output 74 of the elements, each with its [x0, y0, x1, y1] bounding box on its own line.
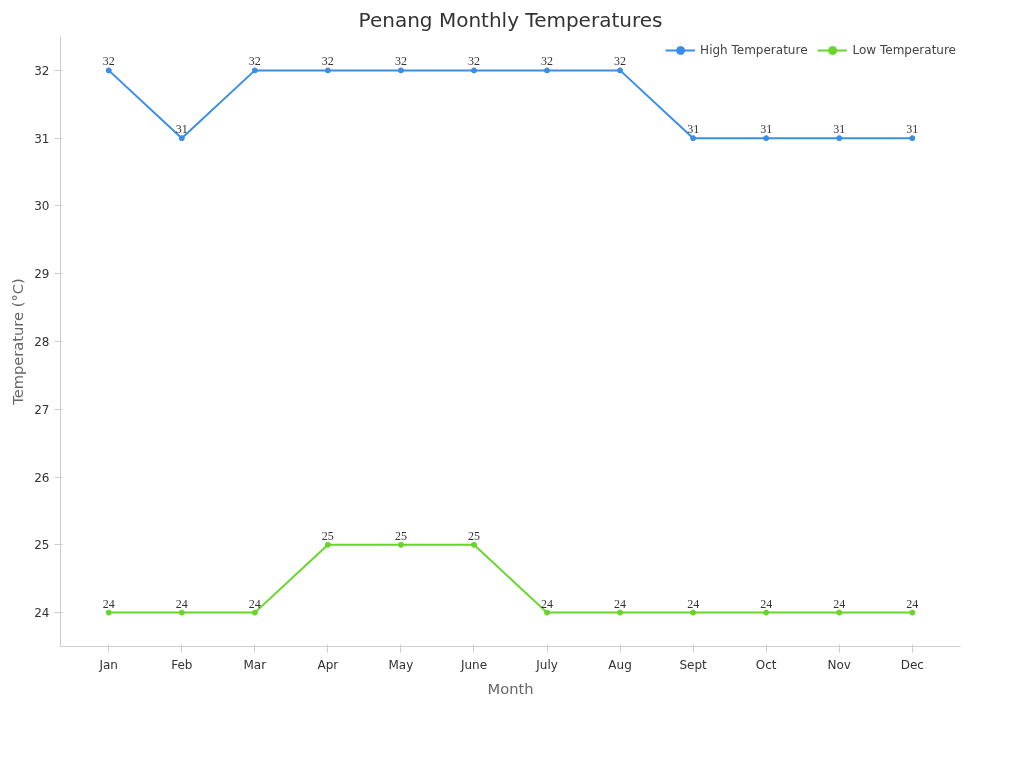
x-tick-label: Nov	[827, 657, 851, 672]
x-axis-title: Month	[487, 679, 534, 697]
data-label: 32	[541, 54, 554, 69]
legend-label: Low Temperature	[852, 43, 956, 57]
point	[178, 609, 185, 616]
data-label: 32	[248, 54, 261, 69]
point	[470, 67, 477, 74]
data-label: 24	[541, 596, 554, 611]
y-tick-label: 30	[34, 199, 50, 214]
point	[690, 135, 697, 142]
data-label: 24	[906, 596, 919, 611]
x-tick-label: Dec	[900, 657, 924, 672]
point	[397, 541, 404, 548]
y-tick-label: 24	[34, 606, 50, 621]
point	[544, 67, 551, 74]
point	[105, 609, 112, 616]
point	[251, 67, 258, 74]
y-tick-label: 29	[34, 267, 50, 282]
data-label: 32	[394, 54, 407, 69]
point	[617, 67, 624, 74]
point	[909, 609, 916, 616]
point	[836, 609, 843, 616]
data-label: 25	[467, 528, 480, 543]
x-tick-label: Apr	[317, 657, 339, 672]
y-axis-title: Temperature (°C)	[9, 278, 27, 406]
data-label: 24	[760, 596, 773, 611]
data-label: 32	[467, 54, 480, 69]
y-tick-label: 31	[34, 131, 50, 146]
y-tick-label: 28	[34, 335, 50, 349]
y-tick-label: 25	[34, 538, 50, 553]
point	[251, 609, 258, 616]
x-tick-label: May	[388, 657, 414, 672]
point	[324, 67, 331, 74]
x-tick-label: Jan	[98, 657, 118, 672]
data-label: 24	[833, 596, 846, 611]
point	[544, 609, 551, 616]
point	[836, 135, 843, 142]
data-label: 32	[102, 54, 115, 69]
point	[397, 67, 404, 74]
data-label: 31	[687, 122, 700, 137]
x-tick-label: Aug	[608, 657, 632, 672]
data-label: 25	[321, 528, 334, 543]
x-tick-label: June	[459, 657, 488, 672]
x-tick-label: Oct	[755, 657, 777, 672]
chart-title: Penang Monthly Temperatures	[358, 7, 663, 32]
point	[470, 541, 477, 548]
data-label: 25	[394, 528, 407, 543]
x-tick-label: Feb	[171, 657, 193, 672]
data-label: 24	[175, 596, 188, 611]
legend-label: High Temperature	[700, 43, 808, 57]
data-label: 32	[614, 54, 627, 69]
x-tick-label: Mar	[243, 657, 267, 672]
point	[178, 135, 185, 142]
point	[909, 135, 916, 142]
data-label: 32	[321, 54, 334, 69]
y-tick-label: 32	[34, 63, 50, 78]
data-label: 24	[687, 596, 700, 611]
data-label: 31	[175, 122, 188, 137]
data-label: 24	[614, 596, 627, 611]
data-label: 31	[833, 122, 846, 137]
data-label: 31	[760, 122, 773, 137]
y-tick-label: 26	[34, 470, 50, 485]
point	[324, 541, 331, 548]
y-tick-label: 27	[34, 402, 50, 417]
point	[763, 135, 770, 142]
point	[690, 609, 697, 616]
data-label: 24	[248, 596, 261, 611]
data-label: 24	[102, 596, 115, 611]
point	[763, 609, 770, 616]
x-tick-label: July	[535, 657, 558, 672]
x-tick-label: Sept	[679, 657, 708, 672]
data-label: 31	[906, 122, 919, 137]
point	[617, 609, 624, 616]
point	[105, 67, 112, 74]
